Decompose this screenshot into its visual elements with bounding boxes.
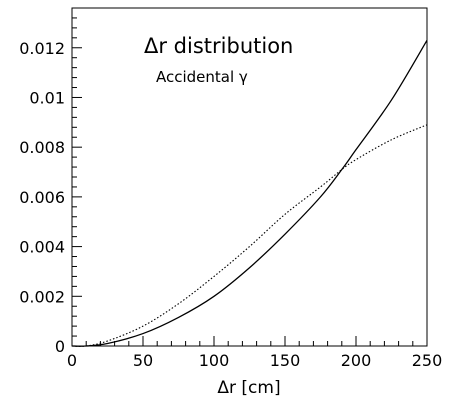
- x-tick-label: 200: [341, 351, 372, 370]
- x-tick-label: 100: [199, 351, 230, 370]
- y-tick-label: 0.006: [19, 188, 65, 207]
- y-tick-label: 0.01: [29, 88, 65, 107]
- x-axis-label: Δr [cm]: [217, 378, 280, 398]
- x-tick-label: 250: [412, 351, 443, 370]
- series-layer: [71, 39, 428, 347]
- y-tick-label: 0.004: [19, 238, 65, 257]
- series-line-dotted: [71, 124, 428, 347]
- y-tick-label: 0.002: [19, 287, 65, 306]
- chart-subtitle: Accidental γ: [156, 68, 248, 86]
- x-tick-label: 150: [270, 351, 301, 370]
- y-tick-label: 0: [55, 337, 65, 356]
- plot-frame: [71, 7, 428, 347]
- y-tick-label: 0.008: [19, 138, 65, 157]
- x-tick-label: 50: [133, 351, 153, 370]
- chart-title: Δr distribution: [144, 34, 293, 58]
- series-line-solid: [71, 39, 428, 347]
- axis-layer: 0 50 100 150 200 250 0 0.002 0.004 0.006 0.008 0.01…: [19, 7, 443, 370]
- y-tick-label: 0.012: [19, 39, 65, 58]
- x-tick-label: 0: [67, 351, 77, 370]
